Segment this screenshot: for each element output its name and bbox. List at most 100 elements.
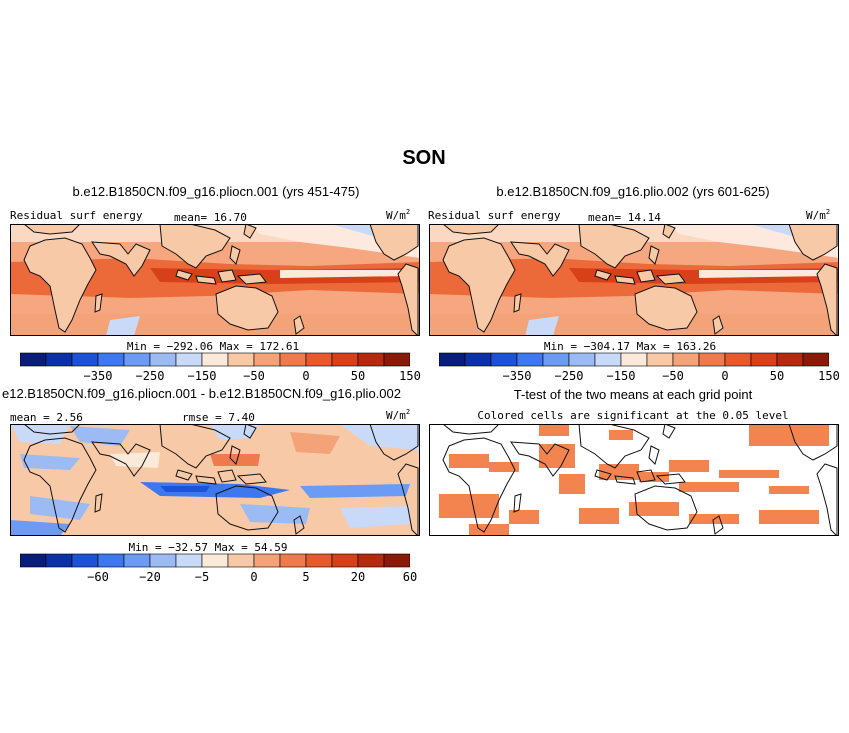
panel1-mean-label: mean= 16.70 bbox=[174, 211, 247, 224]
significant-cell bbox=[759, 510, 819, 524]
colorbar-swatch bbox=[646, 352, 674, 367]
panel4-subtitle: Colored cells are significant at the 0.0… bbox=[477, 409, 789, 422]
panel2-variable-label: Residual surf energy bbox=[428, 209, 561, 222]
panel2-mean-label: mean= 14.14 bbox=[588, 211, 661, 224]
colorbar-swatch bbox=[439, 352, 466, 367]
colorbar-tick-label: 60 bbox=[402, 570, 418, 584]
colorbar-swatch bbox=[672, 352, 700, 367]
colorbar-swatch bbox=[97, 553, 125, 568]
colorbar-swatch bbox=[357, 553, 385, 568]
panel3-units-base: W/m bbox=[386, 409, 406, 422]
colorbar-swatch bbox=[464, 352, 492, 367]
colorbar-swatch bbox=[383, 352, 410, 367]
significant-cell bbox=[719, 470, 779, 478]
field-blob bbox=[300, 484, 410, 498]
colorbar-tick-label: 50 bbox=[769, 369, 785, 383]
map-frame bbox=[429, 424, 839, 536]
colorbar-swatch bbox=[331, 352, 359, 367]
figure-title: SON bbox=[402, 147, 446, 169]
panel2-units-exp: 2 bbox=[825, 208, 831, 216]
field-blob bbox=[210, 454, 260, 466]
colorbar-swatch bbox=[123, 352, 151, 367]
colorbar-swatch bbox=[97, 352, 125, 367]
field-blob bbox=[20, 454, 80, 470]
significant-cell bbox=[539, 444, 575, 468]
panel3-map bbox=[10, 424, 420, 536]
field-blob bbox=[240, 504, 310, 524]
colorbar-swatch bbox=[568, 352, 596, 367]
colorbar-swatch bbox=[331, 553, 359, 568]
significant-cell bbox=[679, 482, 739, 492]
colorbar-swatch bbox=[750, 352, 778, 367]
colorbar-swatch bbox=[20, 553, 47, 568]
panel1-case-title: b.e12.B1850CN.f09_g16.pliocn.001 (yrs 45… bbox=[72, 184, 360, 199]
colorbar-swatch bbox=[71, 352, 99, 367]
colorbar-tick-label: −20 bbox=[139, 570, 161, 584]
colorbar-tick-label: 0 bbox=[250, 570, 258, 584]
panel1-units: W/m2 bbox=[386, 208, 410, 222]
colorbar-tick-label: −150 bbox=[606, 369, 636, 383]
panel1-units-base: W/m bbox=[386, 209, 406, 222]
colorbar-swatch bbox=[357, 352, 385, 367]
colorbar-right bbox=[439, 352, 829, 367]
panel3-case-title-text: e12.B1850CN.f09_g16.pliocn.001 - b.e12.B… bbox=[2, 386, 401, 401]
field-blob bbox=[340, 424, 420, 450]
colorbar-tick-label: 5 bbox=[302, 570, 310, 584]
colorbar-swatch bbox=[776, 352, 804, 367]
field-blob bbox=[30, 496, 90, 520]
colorbar-swatch bbox=[279, 553, 307, 568]
colorbar-swatch bbox=[305, 553, 333, 568]
panel3-rmse-label: rmse = 7.40 bbox=[182, 411, 255, 424]
field-blob bbox=[160, 486, 210, 492]
field-band bbox=[280, 270, 410, 278]
colorbar-swatch bbox=[123, 553, 151, 568]
field-band bbox=[699, 270, 829, 278]
colorbar-tick-label: −60 bbox=[87, 570, 109, 584]
colorbar-diff bbox=[20, 553, 410, 568]
panel3-mean-label: mean = 2.56 bbox=[10, 411, 83, 424]
significant-cell bbox=[599, 464, 639, 480]
panel3-units: W/m2 bbox=[386, 408, 410, 422]
panel4-map bbox=[429, 424, 839, 536]
colorbar-tick-label: −150 bbox=[187, 369, 217, 383]
colorbar-swatch bbox=[253, 553, 281, 568]
colorbar-swatch bbox=[490, 352, 518, 367]
significant-cell bbox=[489, 462, 519, 472]
colorbar-tick-label: 150 bbox=[399, 369, 421, 383]
field-blob bbox=[70, 426, 130, 446]
panel4-title: T-test of the two means at each grid poi… bbox=[513, 387, 753, 402]
panel2-map bbox=[429, 224, 839, 336]
map-frame bbox=[10, 424, 420, 536]
colorbar-swatch bbox=[175, 553, 203, 568]
significant-cell bbox=[559, 474, 585, 494]
panel2-units: W/m2 bbox=[806, 208, 830, 222]
colorbar-swatch bbox=[175, 352, 203, 367]
colorbar-swatch bbox=[802, 352, 829, 367]
significant-cell bbox=[749, 424, 829, 446]
significant-cell bbox=[629, 502, 679, 516]
panel2-case-title: b.e12.B1850CN.f09_g16.plio.002 (yrs 601-… bbox=[496, 184, 770, 199]
significant-cell bbox=[539, 424, 569, 436]
colorbar-swatch bbox=[149, 553, 177, 568]
colorbar-tick-label: −50 bbox=[662, 369, 684, 383]
colorbar-tick-label: 20 bbox=[350, 570, 366, 584]
colorbar-swatch bbox=[305, 352, 333, 367]
significant-cell bbox=[449, 454, 489, 468]
significant-cell bbox=[579, 508, 619, 524]
significant-cell bbox=[609, 430, 633, 440]
colorbar-swatch bbox=[227, 553, 255, 568]
colorbar-swatch bbox=[20, 352, 47, 367]
colorbar-swatch bbox=[594, 352, 622, 367]
colorbar-swatch bbox=[71, 553, 99, 568]
map-frame bbox=[10, 224, 420, 336]
colorbar-swatch bbox=[542, 352, 570, 367]
field-blob bbox=[340, 506, 410, 528]
colorbar-swatch bbox=[45, 352, 73, 367]
panel1-units-exp: 2 bbox=[405, 208, 411, 216]
colorbar-tick-label: −350 bbox=[83, 369, 113, 383]
panel1-variable-label: Residual surf energy bbox=[10, 209, 143, 222]
colorbar-tick-label: 50 bbox=[350, 369, 366, 383]
colorbar-tick-label: −350 bbox=[502, 369, 532, 383]
panel3-minmax: Min = −32.57 Max = 54.59 bbox=[128, 541, 288, 554]
colorbar-swatch bbox=[383, 553, 410, 568]
